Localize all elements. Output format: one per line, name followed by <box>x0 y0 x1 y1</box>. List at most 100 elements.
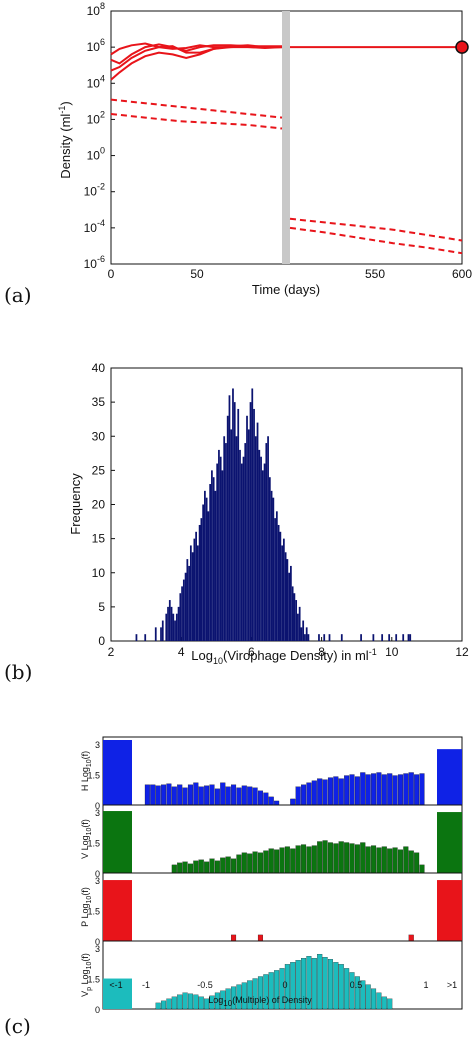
b-hist-bar <box>240 463 243 641</box>
a-dashed-series-left <box>110 98 283 119</box>
panel-label-a: (a) <box>4 283 32 307</box>
a-ytick-label: 104 <box>87 73 105 90</box>
c-hist-bar <box>349 774 355 806</box>
b-hist-bar <box>388 634 391 641</box>
b-hist-bar <box>323 634 326 641</box>
c-hist-bar <box>403 846 409 874</box>
b-hist-bar <box>305 627 308 641</box>
a-xlabel: Time (days) <box>252 282 320 297</box>
c-hist-bar <box>257 790 263 806</box>
a-end-marker <box>455 40 469 54</box>
a-ytick-label: 108 <box>87 1 105 18</box>
c-hist-bar <box>295 845 301 874</box>
a-xtick-0: 0 <box>108 267 115 281</box>
c-hist-bar <box>301 784 307 806</box>
b-hist-bar <box>218 449 220 641</box>
b-hist-bar <box>161 620 164 641</box>
c-ylabel-sub: 10 <box>86 896 93 904</box>
b-hist-bar <box>216 463 219 641</box>
c-hist-bar <box>268 796 274 806</box>
b-hist-bar <box>272 497 275 641</box>
c-hist-bar <box>322 779 328 806</box>
b-hist-bar <box>230 429 233 641</box>
c-hist-bar <box>166 783 172 806</box>
c-hist-bar <box>306 782 312 806</box>
c-hist-bar <box>263 850 269 874</box>
a-ytick-base: 10 <box>84 257 98 271</box>
c-hist-bar <box>187 784 193 806</box>
c-hist-bar <box>166 998 172 1010</box>
c-xtick-label: 0.5 <box>350 980 363 990</box>
c-hist-bar <box>311 958 317 1010</box>
a-ytick-label: 10-4 <box>84 218 105 235</box>
c-ytick-label: 0 <box>95 1005 100 1015</box>
c-ytick-label: 1.5 <box>87 907 100 917</box>
b-hist-bar <box>407 634 410 641</box>
c-ylabel-f: (f) <box>80 887 90 896</box>
c-bar-left-overflow <box>103 811 132 873</box>
b-hist-bar <box>256 422 259 641</box>
b-hist-bar <box>267 436 269 641</box>
c-hist-bar <box>252 787 258 806</box>
b-hist-bar <box>239 449 241 641</box>
b-hist-bar <box>253 408 255 641</box>
b-hist-bar <box>167 606 169 641</box>
b-hist-bar <box>340 634 343 641</box>
b-hist-bar <box>318 634 320 641</box>
c-hist-bar <box>204 785 210 806</box>
a-ytick-exp: 6 <box>100 37 105 47</box>
b-hist-bar <box>214 490 217 641</box>
c-hist-bar <box>225 988 231 1010</box>
b-hist-bar <box>154 627 157 641</box>
c-ylabel: V Log10(f) <box>80 819 93 859</box>
a-ytick-exp: 4 <box>100 73 105 83</box>
c-hist-bar <box>317 778 323 806</box>
b-hist-bar <box>184 572 187 641</box>
c-hist-bar <box>306 846 312 874</box>
c-hist-bar <box>209 995 215 1010</box>
b-hist-bar <box>297 613 299 641</box>
c-hist-bar <box>333 843 339 874</box>
b-hist-bar <box>279 531 282 641</box>
panel-b-yticks: 0 5 10 15 20 25 30 35 40 <box>92 361 115 648</box>
c-hist-bar <box>225 856 231 874</box>
a-ytick-exp: 2 <box>100 109 105 119</box>
b-hist-bar <box>288 572 291 641</box>
c-hist-bar <box>387 998 393 1010</box>
c-hist-bar <box>344 968 350 1010</box>
b-hist-bar <box>198 524 201 641</box>
b-hist-bar <box>268 477 271 641</box>
c-xtick-label: <-1 <box>109 980 122 990</box>
b-ytick-label: 20 <box>92 498 106 512</box>
c-hist-bar <box>187 863 193 874</box>
c-hist-bar <box>371 845 377 874</box>
b-hist-bar <box>372 634 375 641</box>
c-hist-bar <box>317 841 323 874</box>
c-hist-bar <box>182 787 188 806</box>
a-ytick-exp: -2 <box>97 182 105 192</box>
c-xtick-label: -0.5 <box>197 980 213 990</box>
c-hist-bar <box>311 780 317 806</box>
c-xlabel-log: Log <box>208 995 223 1005</box>
c-hist-bar <box>193 994 199 1010</box>
b-hist-bar <box>286 559 289 641</box>
c-xlabel: Log10(Multiple) of Density <box>208 995 312 1008</box>
c-hist-bar <box>171 864 177 874</box>
b-hist-bar <box>237 408 240 641</box>
c-xlabel-rest: (Multiple) of Density <box>232 995 312 1005</box>
c-hist-bar <box>171 996 177 1010</box>
b-xtick-label: 4 <box>178 645 185 659</box>
a-ytick-label: 102 <box>87 109 105 126</box>
c-hist-bar <box>236 854 242 874</box>
c-ylabel-sub: 10 <box>86 759 93 767</box>
c-hist-bar <box>333 776 339 806</box>
c-hist-bar <box>360 842 366 874</box>
c-hist-bar <box>268 972 274 1010</box>
panel-label-b: (b) <box>4 660 32 684</box>
a-dashed-series-left <box>110 113 283 130</box>
c-hist-bar <box>257 934 263 942</box>
c-hist-bar <box>247 853 253 874</box>
a-ylabel-main: Density (ml <box>58 114 73 179</box>
b-hist-bar <box>196 545 199 641</box>
